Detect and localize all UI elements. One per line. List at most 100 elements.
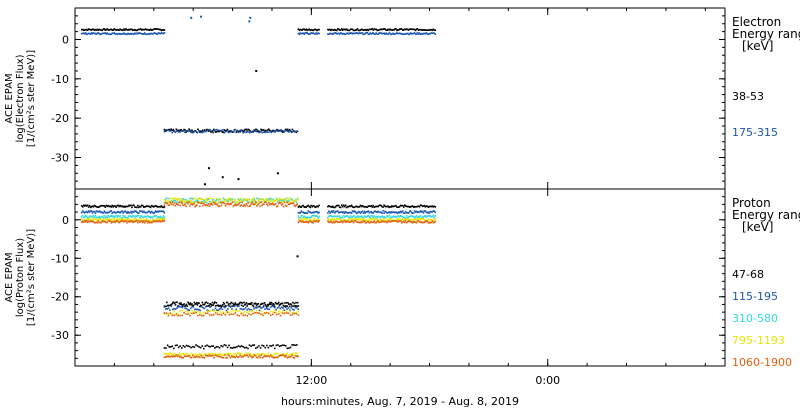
data-point bbox=[249, 201, 251, 204]
data-point bbox=[138, 206, 140, 209]
data-point bbox=[300, 218, 303, 220]
data-point bbox=[308, 216, 310, 219]
data-point bbox=[384, 219, 386, 222]
data-point bbox=[420, 218, 423, 220]
data-point bbox=[170, 128, 173, 130]
data-point bbox=[138, 220, 140, 222]
data-point bbox=[136, 29, 138, 32]
data-point bbox=[120, 205, 122, 208]
data-point bbox=[378, 221, 380, 224]
data-point bbox=[399, 32, 401, 34]
data-point bbox=[140, 28, 142, 30]
data-point bbox=[223, 303, 226, 305]
data-point bbox=[217, 205, 220, 208]
data-point bbox=[255, 303, 257, 305]
data-point bbox=[306, 205, 308, 207]
data-point bbox=[260, 198, 262, 201]
data-point bbox=[354, 32, 357, 34]
data-point bbox=[291, 344, 293, 346]
data-point bbox=[188, 128, 190, 130]
data-point bbox=[163, 128, 166, 131]
data-point bbox=[222, 301, 225, 304]
data-point bbox=[221, 202, 224, 204]
data-point bbox=[272, 130, 274, 133]
data-point bbox=[142, 220, 144, 222]
data-point bbox=[145, 211, 148, 214]
data-point bbox=[262, 306, 265, 308]
data-point bbox=[382, 219, 384, 222]
data-point bbox=[181, 353, 183, 355]
x-axis-label: hours:minutes, Aug. 7, 2019 - Aug. 8, 20… bbox=[281, 395, 519, 408]
data-point bbox=[272, 201, 274, 203]
data-point bbox=[93, 218, 96, 220]
data-point bbox=[431, 211, 434, 213]
data-point bbox=[283, 309, 286, 311]
data-point bbox=[126, 205, 128, 208]
data-point bbox=[403, 220, 405, 223]
data-point bbox=[365, 29, 368, 32]
data-point bbox=[232, 205, 235, 208]
data-point bbox=[273, 352, 276, 355]
data-point bbox=[182, 204, 184, 207]
data-point bbox=[349, 218, 352, 220]
data-point bbox=[174, 199, 177, 202]
data-point bbox=[133, 221, 135, 223]
data-point bbox=[166, 308, 168, 310]
data-point bbox=[177, 204, 179, 206]
data-point bbox=[297, 314, 300, 316]
data-point bbox=[203, 307, 206, 310]
data-point bbox=[132, 210, 134, 213]
data-point bbox=[333, 220, 335, 223]
data-point bbox=[135, 32, 137, 35]
data-point bbox=[296, 352, 298, 354]
data-point bbox=[82, 211, 85, 213]
data-point bbox=[189, 354, 192, 357]
data-point bbox=[239, 197, 242, 200]
data-point bbox=[175, 354, 178, 356]
data-point bbox=[282, 198, 285, 200]
data-point bbox=[126, 33, 128, 36]
data-point bbox=[169, 346, 172, 348]
data-point bbox=[364, 221, 367, 224]
data-point bbox=[267, 352, 270, 355]
data-point bbox=[256, 205, 258, 207]
data-point bbox=[271, 304, 274, 307]
data-point bbox=[233, 346, 235, 349]
data-point bbox=[342, 28, 345, 31]
data-point bbox=[424, 214, 427, 217]
data-point bbox=[344, 29, 347, 31]
data-point bbox=[190, 346, 192, 349]
data-point bbox=[263, 302, 266, 304]
data-point bbox=[265, 198, 267, 200]
data-point bbox=[399, 205, 401, 208]
data-point bbox=[177, 201, 179, 204]
data-point bbox=[345, 206, 348, 209]
data-point bbox=[238, 199, 241, 201]
data-point bbox=[148, 221, 151, 224]
data-point bbox=[116, 218, 118, 220]
data-point bbox=[352, 215, 355, 217]
data-point bbox=[416, 211, 419, 214]
legend-title: [keV] bbox=[742, 39, 773, 53]
data-point bbox=[108, 216, 111, 218]
data-point bbox=[433, 218, 436, 220]
data-point bbox=[288, 203, 291, 205]
data-point bbox=[265, 355, 267, 358]
data-point bbox=[317, 219, 319, 221]
data-point bbox=[97, 32, 100, 34]
data-point bbox=[291, 354, 293, 356]
data-point bbox=[89, 220, 92, 222]
data-point bbox=[185, 307, 188, 310]
data-point bbox=[306, 29, 308, 32]
data-point bbox=[228, 344, 230, 347]
data-point bbox=[273, 303, 275, 306]
data-point bbox=[213, 354, 215, 357]
data-point bbox=[169, 309, 171, 311]
data-point bbox=[216, 204, 219, 206]
data-point bbox=[99, 218, 102, 220]
data-point bbox=[111, 212, 113, 214]
data-point bbox=[337, 221, 339, 223]
data-point bbox=[292, 356, 295, 359]
data-point bbox=[182, 352, 185, 355]
data-point bbox=[100, 219, 103, 222]
